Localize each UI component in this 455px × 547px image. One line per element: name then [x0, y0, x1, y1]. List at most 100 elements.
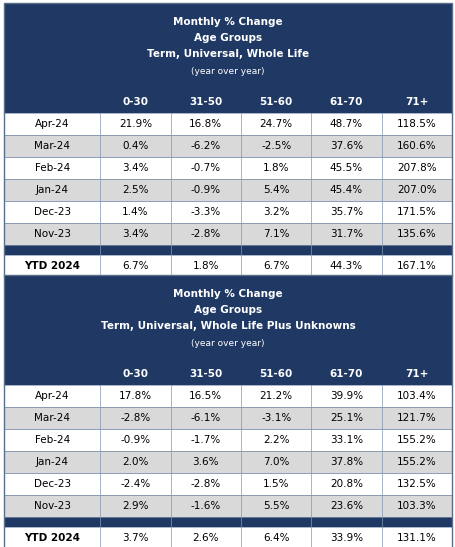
Text: -2.8%: -2.8% — [190, 479, 221, 489]
Text: Mar-24: Mar-24 — [34, 141, 70, 151]
Text: 6.7%: 6.7% — [122, 261, 148, 271]
Text: 160.6%: 160.6% — [396, 141, 436, 151]
Bar — [4, 407, 451, 429]
Text: -0.9%: -0.9% — [190, 185, 220, 195]
Text: 103.4%: 103.4% — [396, 391, 436, 401]
Bar — [4, 157, 451, 179]
Text: 24.7%: 24.7% — [259, 119, 292, 129]
Bar — [4, 201, 451, 223]
Text: 51-60: 51-60 — [259, 369, 292, 379]
Text: -6.1%: -6.1% — [190, 413, 221, 423]
Text: 33.9%: 33.9% — [329, 533, 362, 543]
Text: Age Groups: Age Groups — [193, 33, 262, 43]
Text: 31-50: 31-50 — [189, 369, 222, 379]
Bar — [4, 495, 451, 517]
Text: 16.5%: 16.5% — [189, 391, 222, 401]
Text: 5.5%: 5.5% — [263, 501, 289, 511]
Text: -3.1%: -3.1% — [260, 413, 291, 423]
Text: 48.7%: 48.7% — [329, 119, 362, 129]
Text: 21.9%: 21.9% — [119, 119, 152, 129]
Text: 207.8%: 207.8% — [396, 163, 436, 173]
Bar — [4, 113, 451, 135]
Text: 103.3%: 103.3% — [396, 501, 436, 511]
Text: 6.7%: 6.7% — [263, 261, 289, 271]
Text: 121.7%: 121.7% — [396, 413, 436, 423]
Bar — [4, 517, 451, 527]
Text: 35.7%: 35.7% — [329, 207, 362, 217]
Text: 45.5%: 45.5% — [329, 163, 362, 173]
Text: 5.4%: 5.4% — [263, 185, 289, 195]
Text: Age Groups: Age Groups — [193, 305, 262, 315]
Text: Nov-23: Nov-23 — [34, 229, 71, 239]
Text: 2.6%: 2.6% — [192, 533, 218, 543]
Bar — [4, 135, 451, 157]
Text: 3.4%: 3.4% — [122, 163, 148, 173]
Bar — [4, 451, 451, 473]
Bar — [4, 179, 451, 201]
Text: 0.4%: 0.4% — [122, 141, 148, 151]
Text: 2.5%: 2.5% — [122, 185, 148, 195]
Bar — [4, 429, 451, 451]
Text: 131.1%: 131.1% — [396, 533, 436, 543]
Text: 71+: 71+ — [404, 97, 428, 107]
Text: -2.4%: -2.4% — [120, 479, 150, 489]
Text: 20.8%: 20.8% — [329, 479, 362, 489]
Text: 21.2%: 21.2% — [259, 391, 292, 401]
Text: 135.6%: 135.6% — [396, 229, 436, 239]
Text: 167.1%: 167.1% — [396, 261, 436, 271]
Text: 61-70: 61-70 — [329, 97, 362, 107]
Text: 2.9%: 2.9% — [122, 501, 148, 511]
Text: -1.7%: -1.7% — [190, 435, 221, 445]
Bar — [4, 363, 451, 385]
Text: 45.4%: 45.4% — [329, 185, 362, 195]
Bar — [4, 91, 451, 113]
Bar — [4, 495, 451, 517]
Text: 7.1%: 7.1% — [263, 229, 289, 239]
Text: 118.5%: 118.5% — [396, 119, 436, 129]
Text: Mar-24: Mar-24 — [34, 413, 70, 423]
Bar — [4, 255, 451, 277]
Text: 37.6%: 37.6% — [329, 141, 362, 151]
Text: 33.1%: 33.1% — [329, 435, 362, 445]
Text: 1.8%: 1.8% — [192, 261, 218, 271]
Text: 155.2%: 155.2% — [396, 457, 436, 467]
Text: -2.8%: -2.8% — [190, 229, 221, 239]
Text: 2.0%: 2.0% — [122, 457, 148, 467]
Text: 16.8%: 16.8% — [189, 119, 222, 129]
Text: (year over year): (year over year) — [191, 67, 264, 76]
Text: Apr-24: Apr-24 — [35, 119, 69, 129]
Text: -0.9%: -0.9% — [120, 435, 150, 445]
Text: -3.3%: -3.3% — [190, 207, 221, 217]
Text: 3.4%: 3.4% — [122, 229, 148, 239]
Text: Dec-23: Dec-23 — [34, 207, 71, 217]
Text: 2.2%: 2.2% — [263, 435, 289, 445]
Text: -6.2%: -6.2% — [190, 141, 221, 151]
Text: 3.2%: 3.2% — [263, 207, 289, 217]
Bar — [4, 223, 451, 245]
Bar — [4, 3, 451, 91]
Bar — [4, 113, 451, 135]
Text: YTD 2024: YTD 2024 — [24, 533, 80, 543]
Text: Term, Universal, Whole Life Plus Unknowns: Term, Universal, Whole Life Plus Unknown… — [101, 321, 354, 331]
Text: (year over year): (year over year) — [191, 339, 264, 348]
Bar — [4, 385, 451, 407]
Bar — [4, 157, 451, 179]
Text: 6.4%: 6.4% — [263, 533, 289, 543]
Text: -1.6%: -1.6% — [190, 501, 221, 511]
Bar — [4, 275, 451, 363]
Text: 37.8%: 37.8% — [329, 457, 362, 467]
Bar — [4, 473, 451, 495]
Text: Nov-23: Nov-23 — [34, 501, 71, 511]
Text: 17.8%: 17.8% — [119, 391, 152, 401]
Text: 7.0%: 7.0% — [263, 457, 289, 467]
Bar — [4, 255, 451, 277]
Text: 171.5%: 171.5% — [396, 207, 436, 217]
Text: YTD 2024: YTD 2024 — [24, 261, 80, 271]
Text: -2.8%: -2.8% — [120, 413, 150, 423]
Text: 0-30: 0-30 — [122, 97, 148, 107]
Text: Jan-24: Jan-24 — [35, 457, 69, 467]
Text: Dec-23: Dec-23 — [34, 479, 71, 489]
Text: 39.9%: 39.9% — [329, 391, 362, 401]
Text: 31.7%: 31.7% — [329, 229, 362, 239]
Bar — [4, 473, 451, 495]
